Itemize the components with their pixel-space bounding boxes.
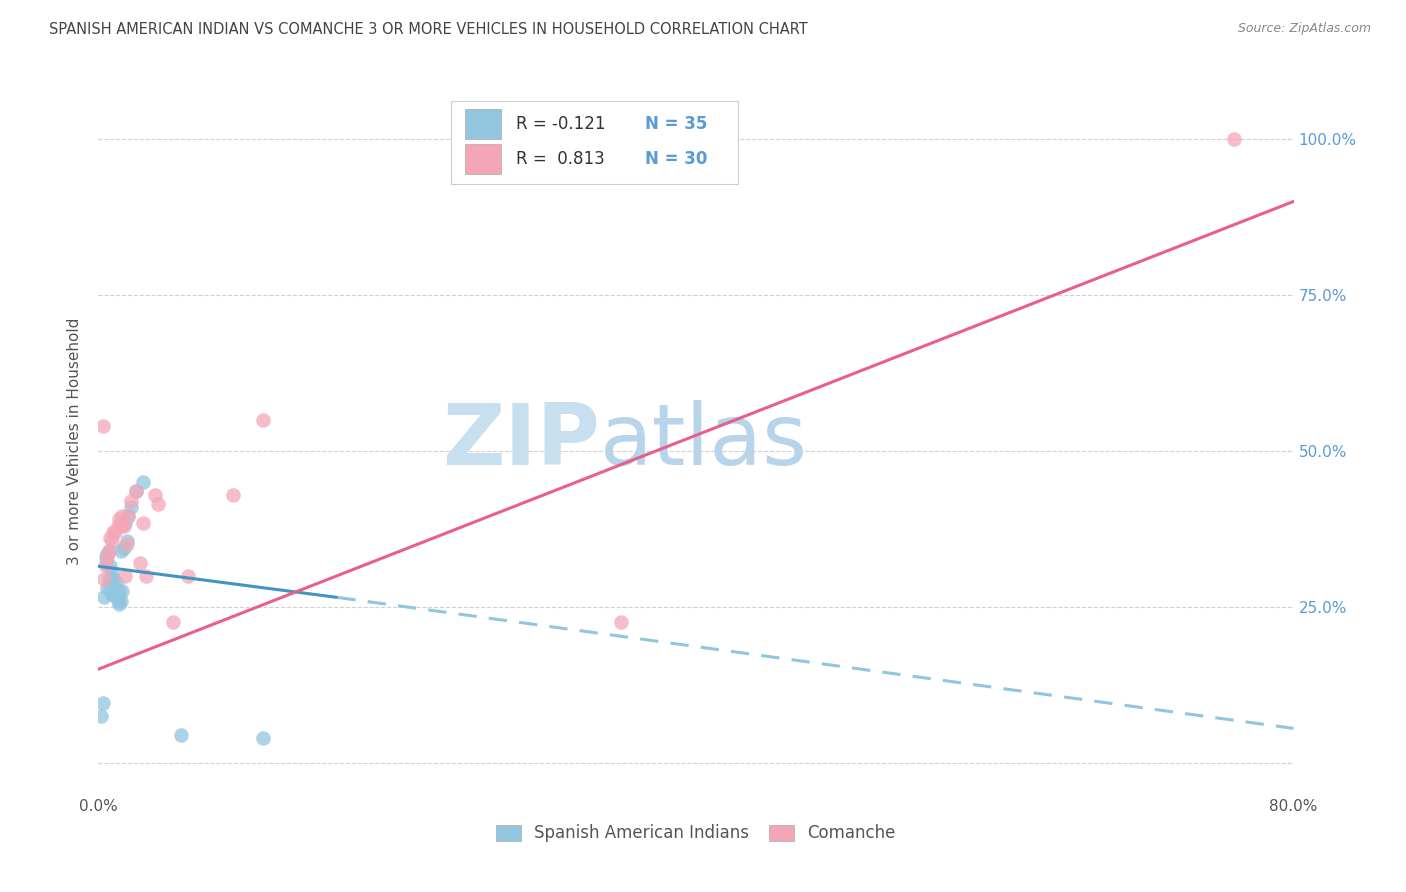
Point	[1223, 132, 1246, 146]
Point	[120, 493, 142, 508]
Point	[252, 731, 274, 745]
Point	[96, 581, 118, 595]
Point	[98, 559, 122, 574]
Point	[115, 534, 138, 549]
Point	[110, 543, 132, 558]
Legend: Spanish American Indians, Comanche: Spanish American Indians, Comanche	[489, 818, 903, 849]
Point	[96, 547, 118, 561]
Point	[108, 597, 131, 611]
Point	[105, 587, 128, 601]
Point	[132, 516, 155, 530]
Point	[105, 574, 128, 589]
Point	[104, 581, 127, 595]
Point	[93, 591, 115, 605]
Point	[90, 709, 112, 723]
Point	[101, 566, 124, 580]
Point	[117, 509, 139, 524]
Bar	[465, 145, 501, 174]
Point	[111, 509, 134, 524]
Point	[132, 475, 155, 489]
Point	[103, 587, 125, 601]
Point	[104, 584, 127, 599]
Point	[115, 537, 138, 551]
Text: R = -0.121: R = -0.121	[516, 115, 605, 133]
Point	[94, 549, 117, 564]
Point	[101, 534, 124, 549]
Point	[129, 556, 152, 570]
Point	[97, 543, 120, 558]
Point	[125, 484, 148, 499]
Point	[96, 549, 118, 564]
Point	[98, 531, 122, 545]
Point	[135, 568, 157, 582]
Point	[98, 578, 122, 592]
Point	[104, 524, 127, 539]
Text: atlas: atlas	[600, 400, 808, 483]
Point	[252, 413, 274, 427]
Point	[125, 484, 148, 499]
FancyBboxPatch shape	[451, 101, 738, 185]
Point	[108, 584, 131, 599]
Point	[94, 559, 117, 574]
Point	[114, 516, 136, 530]
Text: SPANISH AMERICAN INDIAN VS COMANCHE 3 OR MORE VEHICLES IN HOUSEHOLD CORRELATION : SPANISH AMERICAN INDIAN VS COMANCHE 3 OR…	[49, 22, 808, 37]
Point	[222, 487, 245, 501]
Point	[117, 509, 139, 524]
Bar	[465, 109, 501, 138]
Point	[91, 697, 114, 711]
Point	[101, 587, 124, 601]
Text: N = 30: N = 30	[644, 150, 707, 168]
Point	[112, 541, 135, 555]
Point	[110, 518, 132, 533]
Point	[103, 524, 125, 539]
Point	[97, 572, 120, 586]
Point	[177, 568, 200, 582]
Point	[148, 497, 170, 511]
Point	[108, 512, 131, 526]
Point	[97, 543, 120, 558]
Text: ZIP: ZIP	[443, 400, 600, 483]
Text: R =  0.813: R = 0.813	[516, 150, 605, 168]
Y-axis label: 3 or more Vehicles in Household: 3 or more Vehicles in Household	[67, 318, 83, 566]
Point	[114, 568, 136, 582]
Point	[143, 487, 166, 501]
Text: N = 35: N = 35	[644, 115, 707, 133]
Point	[107, 593, 129, 607]
Point	[94, 556, 117, 570]
Point	[169, 728, 191, 742]
Point	[107, 518, 129, 533]
Point	[107, 591, 129, 605]
Point	[120, 500, 142, 514]
Point	[162, 615, 184, 630]
Text: Source: ZipAtlas.com: Source: ZipAtlas.com	[1237, 22, 1371, 36]
Point	[103, 572, 125, 586]
Point	[110, 593, 132, 607]
Point	[91, 419, 114, 434]
Point	[112, 518, 135, 533]
Point	[93, 572, 115, 586]
Point	[610, 615, 633, 630]
Point	[111, 584, 134, 599]
